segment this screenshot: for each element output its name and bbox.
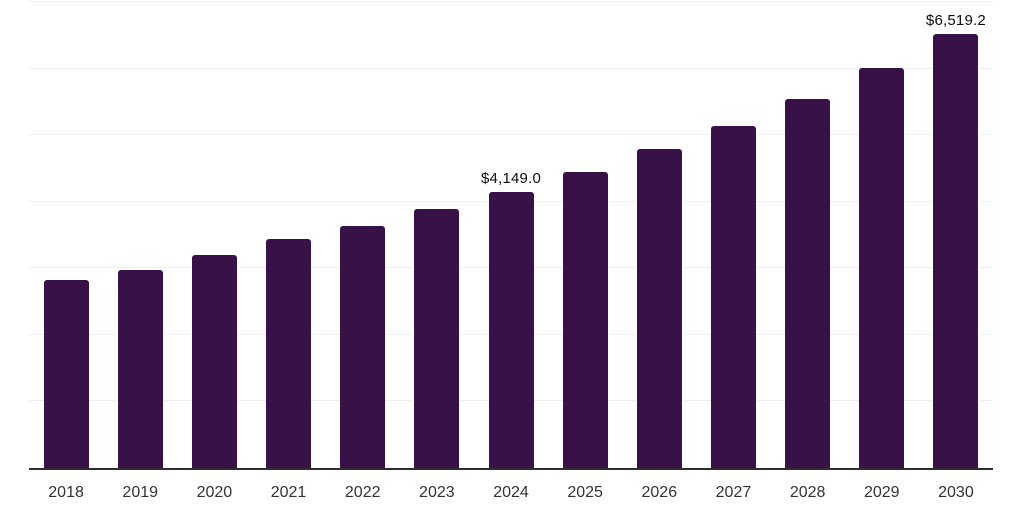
bar-2025 — [562, 172, 608, 468]
x-tick-2026: 2026 — [641, 484, 678, 501]
x-tick-2024: 2024 — [493, 484, 529, 501]
data-label-2030: $6,519.2 — [925, 12, 986, 30]
x-axis-line — [29, 468, 993, 470]
x-tick-2020: 2020 — [196, 484, 233, 501]
x-tick-2018: 2018 — [48, 484, 84, 501]
x-tick-2030: 2030 — [938, 484, 974, 501]
bar-2021 — [266, 239, 312, 468]
bar-2022 — [340, 225, 386, 468]
bar-2018 — [43, 279, 89, 468]
bar-2024 — [488, 191, 534, 468]
data-label-2024: $4,149.0 — [481, 169, 541, 187]
x-tick-2023: 2023 — [419, 484, 455, 501]
x-tick-2028: 2028 — [789, 484, 826, 501]
x-tick-2019: 2019 — [122, 484, 159, 501]
plot-area: $4,149.0 $6,519.2 — [29, 0, 993, 470]
x-tick-2021: 2021 — [270, 484, 307, 501]
bar-2030 — [933, 34, 979, 468]
x-axis-tick-labels: 2018 2019 2020 2021 2022 2023 2024 2025 2026 2027… — [29, 484, 993, 512]
x-tick-2022: 2022 — [344, 484, 381, 501]
x-tick-2025: 2025 — [567, 484, 603, 501]
bar-2020 — [191, 254, 237, 468]
gridline-7000 — [29, 1, 993, 2]
gridline-5000 — [29, 134, 993, 136]
bar-2027 — [710, 125, 756, 468]
gridline-6000 — [29, 67, 993, 69]
bar-2023 — [414, 209, 460, 468]
bar-2028 — [785, 98, 831, 468]
bar-2026 — [636, 149, 682, 468]
bar-2019 — [117, 269, 163, 468]
bar-2029 — [859, 67, 905, 468]
x-tick-2027: 2027 — [715, 484, 752, 501]
x-tick-2029: 2029 — [863, 484, 900, 501]
